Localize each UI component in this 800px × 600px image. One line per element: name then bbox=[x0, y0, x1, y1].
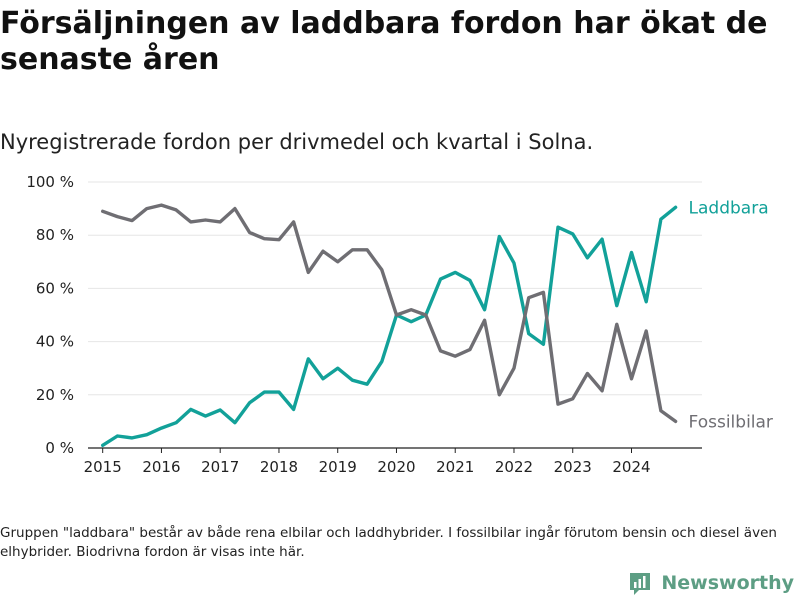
x-tick-label: 2023 bbox=[554, 458, 592, 476]
x-tick-label: 2015 bbox=[84, 458, 122, 476]
y-tick-label: 100 % bbox=[26, 173, 74, 191]
x-tick-label: 2020 bbox=[377, 458, 415, 476]
x-tick-label: 2021 bbox=[436, 458, 474, 476]
series-line-fossilbilar bbox=[100, 203, 678, 424]
series-lines bbox=[100, 203, 678, 447]
chart-footnote: Gruppen "laddbara" består av både rena e… bbox=[0, 525, 777, 560]
series-label-fossilbilar: Fossilbilar bbox=[689, 412, 773, 432]
x-tick-label: 2024 bbox=[612, 458, 650, 476]
y-tick-label: 60 % bbox=[36, 279, 74, 297]
x-tick-label: 2019 bbox=[319, 458, 357, 476]
x-tick-label: 2018 bbox=[260, 458, 298, 476]
x-tick-label: 2016 bbox=[142, 458, 180, 476]
brand-logo[interactable]: Newsworthy bbox=[627, 568, 794, 598]
x-tick-label: 2022 bbox=[495, 458, 533, 476]
y-tick-label: 0 % bbox=[45, 439, 74, 457]
brand-name: Newsworthy bbox=[661, 572, 794, 594]
grid-lines bbox=[88, 181, 702, 396]
y-tick-label: 80 % bbox=[36, 226, 74, 244]
x-tick-label: 2017 bbox=[201, 458, 239, 476]
y-axis-tick-labels: 0 % 20 % 40 % 60 % 80 % 100 % bbox=[26, 173, 74, 457]
chart-title: Försäljningen av laddbara fordon har öka… bbox=[0, 6, 768, 77]
chart-subtitle: Nyregistrerade fordon per drivmedel och … bbox=[0, 130, 594, 154]
series-label-laddbara: Laddbara bbox=[689, 198, 769, 218]
series-line-laddbara bbox=[100, 205, 678, 447]
y-tick-label: 20 % bbox=[36, 386, 74, 404]
series-end-labels: Laddbara Fossilbilar bbox=[689, 198, 773, 432]
y-tick-label: 40 % bbox=[36, 333, 74, 351]
line-chart: 0 %20 %40 %60 %80 %100 % 2015 2016 2017 201… bbox=[26, 173, 773, 476]
newsworthy-logo-icon bbox=[630, 573, 651, 595]
x-axis-tick-labels: 2015 2016 2017 2018 2019 2020 2021 2022 2023 2024 bbox=[84, 448, 651, 476]
